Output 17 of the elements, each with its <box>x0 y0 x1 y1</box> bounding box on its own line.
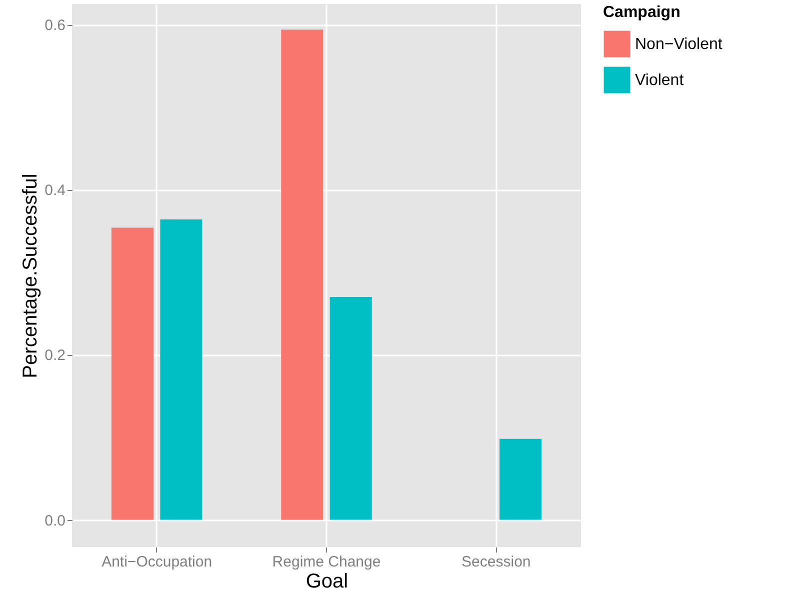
legend-title: Campaign <box>603 4 680 21</box>
x-tick-label: Regime Change <box>272 554 381 570</box>
bar <box>111 228 154 520</box>
y-tick-label: 0.6 <box>44 17 66 34</box>
bar <box>281 30 324 520</box>
bar <box>500 438 542 520</box>
x-tick-label: Anti−Occupation <box>102 554 212 570</box>
bar <box>160 219 202 520</box>
legend-label: Violent <box>635 72 684 89</box>
x-axis-title: Goal <box>306 570 348 592</box>
bar <box>330 296 372 520</box>
y-tick-label: 0.4 <box>44 182 66 200</box>
y-axis-title: Percentage.Successful <box>20 174 42 378</box>
y-tick-label: 0.0 <box>44 512 66 530</box>
y-tick-label: 0.2 <box>44 347 66 364</box>
legend-label: Non−Violent <box>635 36 723 53</box>
x-tick-label: Secession <box>462 554 531 570</box>
